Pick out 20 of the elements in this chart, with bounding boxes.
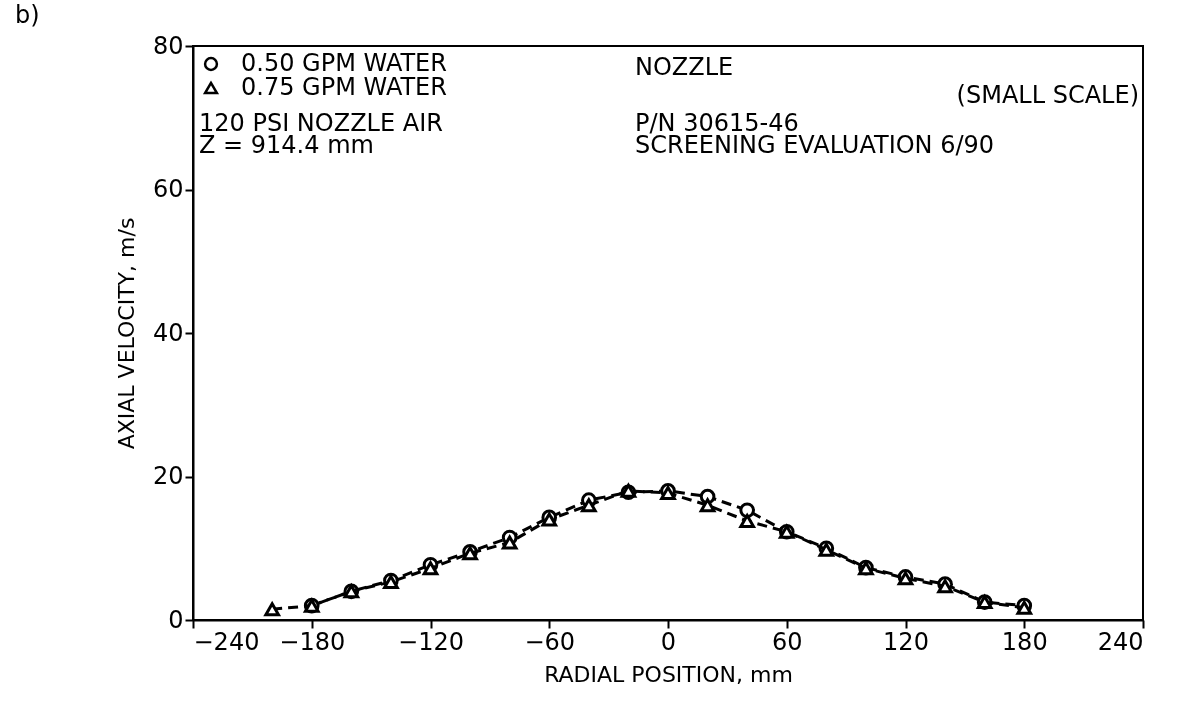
annotation: (SMALL SCALE) (956, 81, 1139, 109)
x-tick-label: 0 (660, 627, 677, 656)
y-tick-label: 20 (152, 462, 184, 490)
x-tick-label: −60 (524, 627, 576, 656)
y-tick-label: 80 (152, 31, 184, 60)
x-tick-label: −240 (193, 627, 260, 656)
x-tick-label: 180 (1001, 627, 1048, 656)
x-tick-label: 240 (1097, 627, 1144, 656)
y-axis-title: AXIAL VELOCITY, m/s (113, 217, 139, 450)
annotation: Z = 914.4 mm (199, 131, 374, 159)
x-tick-label: −120 (398, 627, 464, 656)
annotation: NOZZLE (635, 53, 734, 81)
y-tick-label: 60 (152, 175, 184, 203)
x-tick-label: −180 (279, 627, 346, 656)
text: b) (15, 1, 40, 29)
x-tick-label: 120 (883, 627, 929, 656)
y-tick-label: 40 (152, 318, 184, 347)
y-tick-label: 0 (168, 605, 184, 634)
x-tick-label: 60 (771, 627, 803, 656)
x-axis-title: RADIAL POSITION, mm (544, 661, 793, 687)
